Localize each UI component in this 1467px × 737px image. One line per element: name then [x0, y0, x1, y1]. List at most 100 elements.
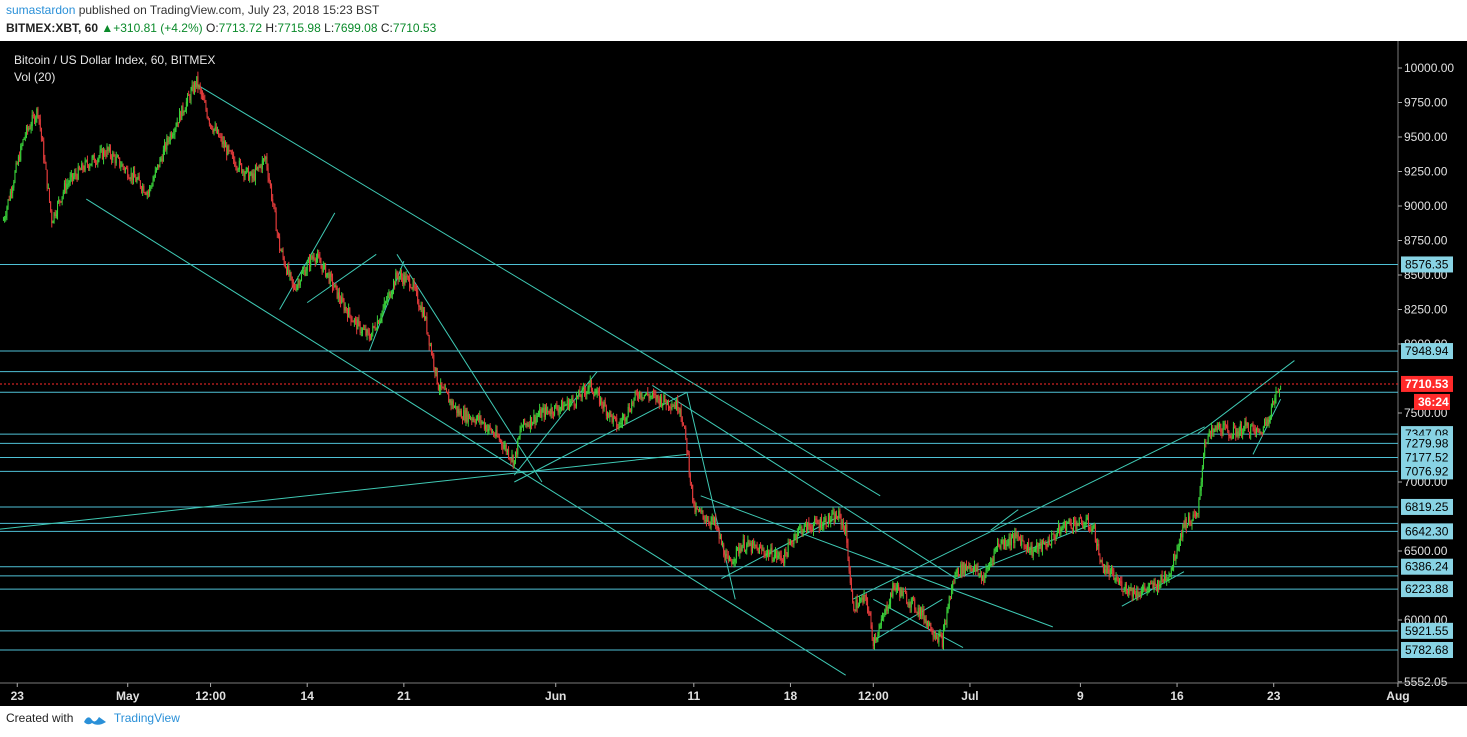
candle-body	[1006, 544, 1008, 547]
candle-body	[36, 108, 38, 118]
candle-body	[968, 567, 970, 569]
candle-body	[626, 416, 628, 420]
candle-body	[572, 397, 574, 402]
footer: Created with TradingView	[6, 711, 180, 725]
candle-body	[348, 307, 350, 318]
candle-body	[603, 402, 605, 409]
level-label-bg	[1401, 498, 1453, 515]
candle-body	[214, 126, 216, 129]
candle-body	[213, 128, 215, 133]
candle-body	[333, 287, 335, 289]
candle-body	[406, 276, 408, 278]
candle-body	[496, 429, 498, 437]
candle-body	[693, 501, 695, 504]
candle-body	[549, 413, 551, 415]
candle-body	[841, 522, 843, 526]
up-triangle-icon: ▲	[101, 21, 114, 35]
candle-body	[283, 257, 285, 265]
candle-body	[726, 553, 728, 556]
candle-body	[505, 445, 507, 453]
level-label: 6386.24	[1405, 560, 1449, 574]
candle-body	[460, 410, 462, 419]
candle-body	[850, 582, 852, 591]
candle-body	[147, 192, 149, 194]
author-link[interactable]: sumastardon	[6, 3, 76, 17]
candle-body	[1183, 524, 1185, 528]
candle-body	[1017, 534, 1019, 537]
candle-body	[441, 382, 443, 388]
candle-body	[969, 565, 971, 568]
tradingview-logo-icon	[83, 716, 106, 725]
candle-body	[45, 162, 47, 170]
candle-body	[635, 391, 637, 394]
candle-body	[891, 593, 893, 597]
candle-body	[1016, 534, 1018, 536]
candle-body	[371, 332, 373, 340]
candle-body	[412, 281, 414, 289]
candle-body	[436, 368, 438, 384]
candle-body	[1102, 563, 1104, 573]
candle-body	[525, 423, 527, 425]
candle-body	[193, 82, 195, 93]
candle-body	[1203, 456, 1205, 469]
candle-body	[267, 167, 269, 178]
candle-body	[486, 425, 488, 432]
candle-body	[457, 409, 459, 413]
candle-body	[708, 520, 710, 524]
candle-body	[1259, 431, 1261, 433]
candle-body	[271, 186, 273, 200]
candle-body	[309, 259, 311, 267]
candle-body	[501, 440, 503, 446]
candle-body	[1214, 425, 1216, 429]
candle-body	[94, 162, 96, 164]
candle-body	[1092, 528, 1094, 530]
candle-body	[564, 404, 566, 406]
candle-body	[344, 307, 346, 311]
candle-body	[1151, 582, 1153, 584]
candle-body	[269, 181, 271, 187]
candle-body	[30, 126, 32, 129]
candle-body	[409, 277, 411, 288]
candle-body	[596, 390, 598, 394]
candle-body	[1247, 423, 1249, 432]
candle-body	[1075, 522, 1077, 530]
level-label: 5782.68	[1405, 643, 1449, 657]
publish-info: sumastardon published on TradingView.com…	[6, 3, 379, 17]
candle-body	[369, 338, 371, 340]
candle-body	[449, 399, 451, 403]
candle-body	[882, 617, 884, 619]
x-tick-label: 16	[1170, 689, 1184, 703]
candle-body	[926, 621, 928, 626]
candle-body	[1185, 518, 1187, 528]
candle-body	[779, 552, 781, 556]
candle-body	[328, 272, 330, 283]
candle-body	[402, 277, 404, 284]
candle-body	[268, 177, 270, 182]
candle-body	[1165, 575, 1167, 581]
candle-body	[429, 344, 431, 346]
candle-body	[1038, 544, 1040, 552]
candle-body	[667, 400, 669, 407]
candle-body	[1125, 584, 1127, 591]
candle-body	[1244, 421, 1246, 427]
candle-body	[732, 561, 734, 565]
candle-body	[511, 455, 513, 460]
candle-body	[849, 570, 851, 583]
candle-body	[439, 389, 441, 391]
candle-body	[661, 396, 663, 407]
candle-body	[994, 548, 996, 552]
candle-body	[787, 543, 789, 557]
candle-body	[108, 147, 110, 151]
candle-body	[1193, 514, 1195, 516]
candle-body	[257, 166, 259, 170]
candle-body	[701, 510, 703, 512]
price-chart[interactable]: 5552.056000.006500.007000.007500.008000.…	[0, 41, 1467, 706]
candle-body	[312, 257, 314, 259]
tradingview-link[interactable]: TradingView	[113, 711, 180, 725]
candle-body	[404, 274, 406, 283]
candle-body	[1269, 415, 1271, 420]
candle-body	[717, 528, 719, 530]
candle-body	[1107, 566, 1109, 570]
candle-body	[1053, 533, 1055, 537]
x-tick-label: Jun	[545, 689, 566, 703]
